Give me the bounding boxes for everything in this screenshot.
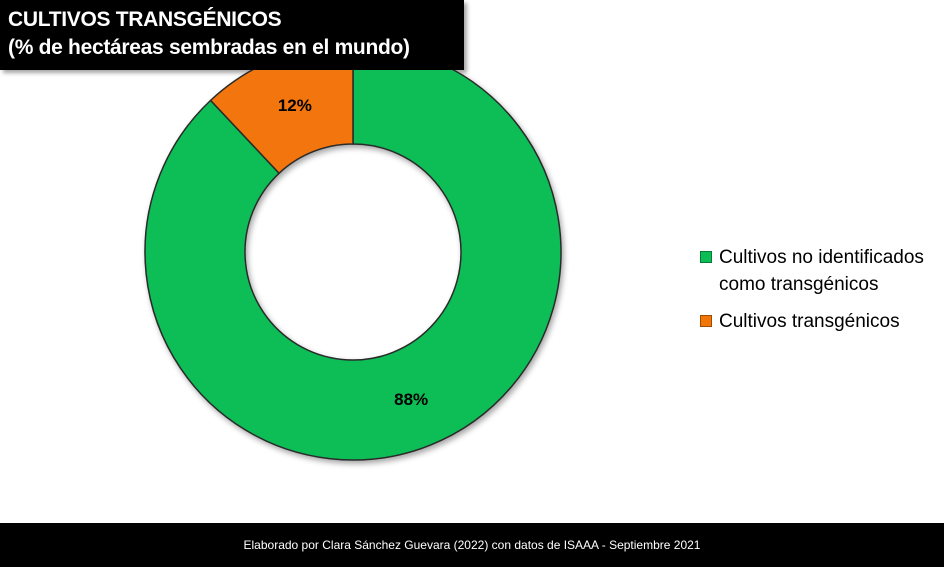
source-text: Elaborado por Clara Sánchez Guevara (202… [243,538,701,552]
chart-subtitle: (% de hectáreas sembradas en el mundo) [8,36,410,59]
legend-label: Cultivos no identificados como transgéni… [719,247,924,295]
chart-title: CULTIVOS TRANSGÉNICOS [8,8,282,31]
legend-item-no-transgenicos: Cultivos no identificados como transgéni… [700,244,930,298]
legend-swatch-orange [700,315,712,327]
data-label-transgenicos: 12% [278,96,312,115]
legend-swatch-green [700,251,712,263]
data-label-no-transgenicos: 88% [394,390,428,409]
legend-item-transgenicos: Cultivos transgénicos [700,308,930,335]
source-footer: Elaborado por Clara Sánchez Guevara (202… [0,523,944,567]
slice-transgenicos [209,70,354,175]
chart-title-box: CULTIVOS TRANSGÉNICOS (% de hectáreas se… [0,0,464,70]
legend-label: Cultivos transgénicos [719,311,900,332]
donut-chart: 88% 12% [144,70,562,461]
chart-legend: Cultivos no identificados como transgéni… [700,244,930,335]
slice-no-transgenicos [144,70,562,461]
